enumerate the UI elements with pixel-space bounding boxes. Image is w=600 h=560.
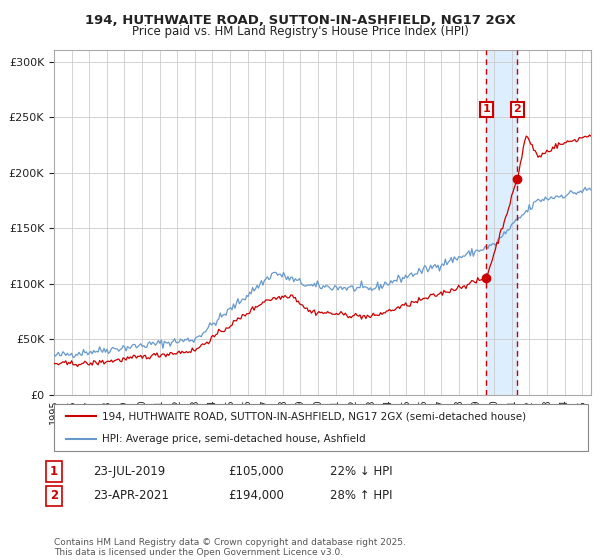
Text: HPI: Average price, semi-detached house, Ashfield: HPI: Average price, semi-detached house,… <box>102 434 365 444</box>
Text: 194, HUTHWAITE ROAD, SUTTON-IN-ASHFIELD, NG17 2GX: 194, HUTHWAITE ROAD, SUTTON-IN-ASHFIELD,… <box>85 14 515 27</box>
Text: 2: 2 <box>50 489 58 502</box>
Text: £105,000: £105,000 <box>228 465 284 478</box>
Text: 1: 1 <box>482 104 490 114</box>
Bar <box>486 50 517 395</box>
Text: Contains HM Land Registry data © Crown copyright and database right 2025.
This d: Contains HM Land Registry data © Crown c… <box>54 538 406 557</box>
Text: 23-JUL-2019: 23-JUL-2019 <box>93 465 165 478</box>
Text: 28% ↑ HPI: 28% ↑ HPI <box>330 489 392 502</box>
Text: Price paid vs. HM Land Registry's House Price Index (HPI): Price paid vs. HM Land Registry's House … <box>131 25 469 38</box>
Text: 1: 1 <box>50 465 58 478</box>
Text: 23-APR-2021: 23-APR-2021 <box>93 489 169 502</box>
Text: 194, HUTHWAITE ROAD, SUTTON-IN-ASHFIELD, NG17 2GX (semi-detached house): 194, HUTHWAITE ROAD, SUTTON-IN-ASHFIELD,… <box>102 412 526 421</box>
Text: £194,000: £194,000 <box>228 489 284 502</box>
Text: 22% ↓ HPI: 22% ↓ HPI <box>330 465 392 478</box>
Text: 2: 2 <box>514 104 521 114</box>
